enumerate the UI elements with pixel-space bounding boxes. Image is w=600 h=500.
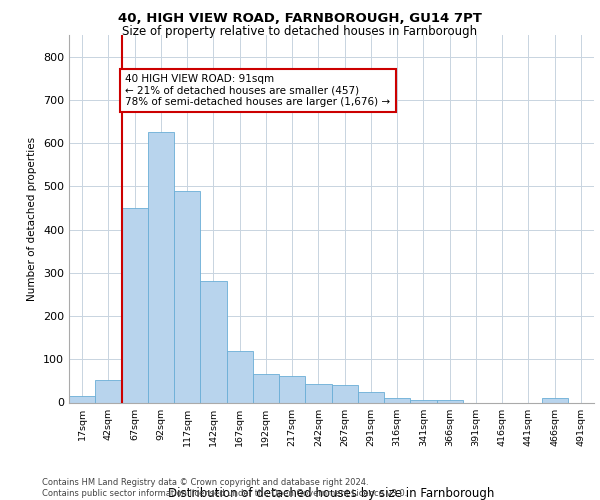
Bar: [148, 132, 174, 402]
Text: 40, HIGH VIEW ROAD, FARNBOROUGH, GU14 7PT: 40, HIGH VIEW ROAD, FARNBOROUGH, GU14 7P…: [118, 12, 482, 26]
X-axis label: Distribution of detached houses by size in Farnborough: Distribution of detached houses by size …: [169, 488, 494, 500]
Bar: [279, 376, 305, 402]
Bar: [305, 384, 331, 402]
Text: Contains HM Land Registry data © Crown copyright and database right 2024.
Contai: Contains HM Land Registry data © Crown c…: [42, 478, 407, 498]
Bar: [358, 392, 384, 402]
Bar: [331, 385, 358, 402]
Bar: [384, 398, 410, 402]
Text: 40 HIGH VIEW ROAD: 91sqm
← 21% of detached houses are smaller (457)
78% of semi-: 40 HIGH VIEW ROAD: 91sqm ← 21% of detach…: [125, 74, 391, 107]
Y-axis label: Number of detached properties: Number of detached properties: [28, 136, 37, 301]
Bar: [437, 400, 463, 402]
Text: Size of property relative to detached houses in Farnborough: Size of property relative to detached ho…: [122, 25, 478, 38]
Bar: [410, 400, 437, 402]
Bar: [69, 396, 95, 402]
Bar: [95, 380, 121, 402]
Bar: [174, 190, 200, 402]
Bar: [542, 398, 568, 402]
Bar: [253, 374, 279, 402]
Bar: [121, 208, 148, 402]
Bar: [227, 350, 253, 403]
Bar: [200, 282, 227, 403]
